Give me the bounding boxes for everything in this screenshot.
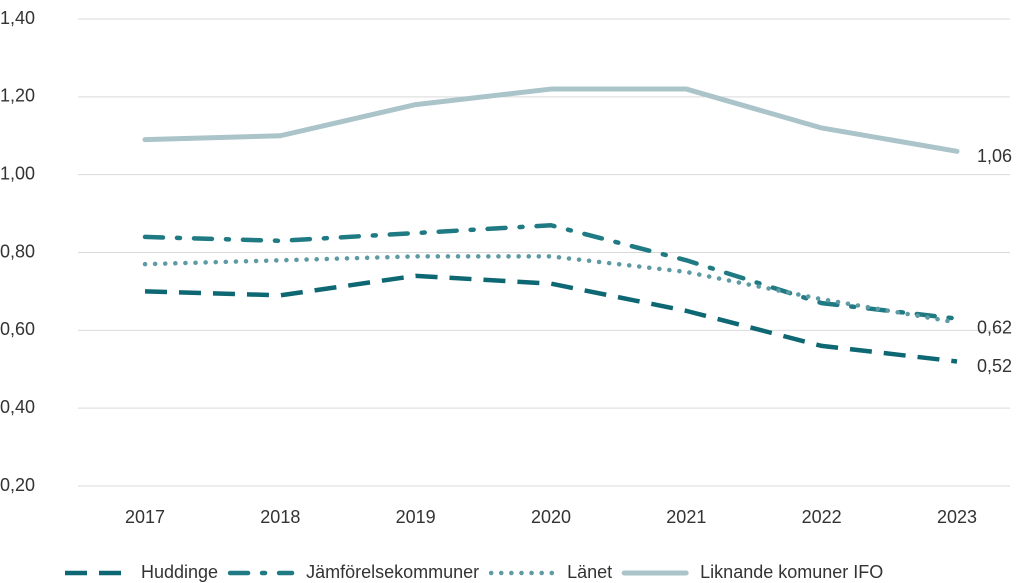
data-label: 0,52	[977, 356, 1012, 376]
legend-label: Huddinge	[141, 562, 218, 582]
y-tick-label: 1,40	[0, 8, 35, 28]
x-tick-label: 2021	[666, 507, 706, 527]
y-tick-label: 1,00	[0, 163, 35, 183]
legend-label: Liknande komuner IFO	[700, 562, 883, 582]
y-tick-label: 0,80	[0, 241, 35, 261]
series-line	[144, 273, 958, 364]
y-tick-label: 0,60	[0, 319, 35, 339]
x-tick-label: 2019	[396, 507, 436, 527]
data-label: 1,06	[977, 146, 1012, 166]
y-tick-label: 0,40	[0, 397, 35, 417]
legend-label: Länet	[567, 562, 612, 582]
x-tick-label: 2022	[802, 507, 842, 527]
y-tick-label: 1,20	[0, 86, 35, 106]
x-tick-label: 2018	[260, 507, 300, 527]
series-line	[142, 86, 960, 154]
data-label: 0,62	[977, 317, 1012, 337]
x-tick-label: 2023	[937, 507, 977, 527]
y-tick-label: 0,20	[0, 475, 35, 495]
series-line	[142, 223, 960, 321]
x-tick-label: 2017	[125, 507, 165, 527]
legend-label: Jämförelsekommuner	[306, 562, 479, 582]
series-line	[142, 254, 960, 325]
x-tick-label: 2020	[531, 507, 571, 527]
